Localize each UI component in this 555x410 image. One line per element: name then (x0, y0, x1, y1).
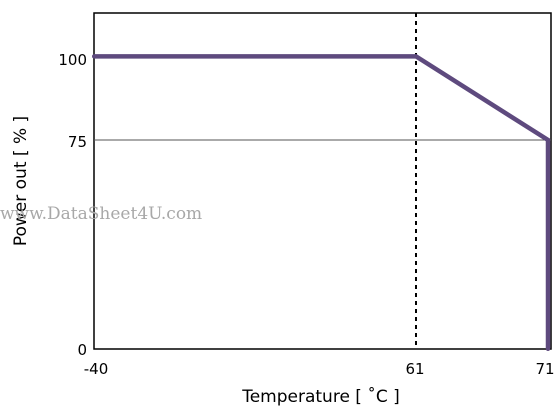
data-point-1 (414, 54, 418, 59)
plot-frame (93, 12, 552, 350)
x-tick-label-minus-40: -40 (84, 360, 109, 378)
watermark-text: www.DataSheet4U.com (0, 204, 202, 224)
y-tick-label-75: 75 (68, 133, 87, 151)
power-derating-line (94, 54, 551, 349)
x-tick-label-71: 71 (535, 360, 554, 378)
data-point-2 (546, 138, 550, 142)
data-point-3 (546, 347, 550, 351)
y-tick-label-100: 100 (58, 51, 87, 69)
y-tick-label-0: 0 (77, 341, 87, 359)
x-tick-label-61: 61 (405, 360, 424, 378)
data-point-0 (92, 54, 96, 59)
data-points (92, 54, 550, 351)
x-axis-title: Temperature [ ˚C ] (241, 386, 400, 407)
y-axis-title: Power out [ % ] (11, 116, 31, 246)
